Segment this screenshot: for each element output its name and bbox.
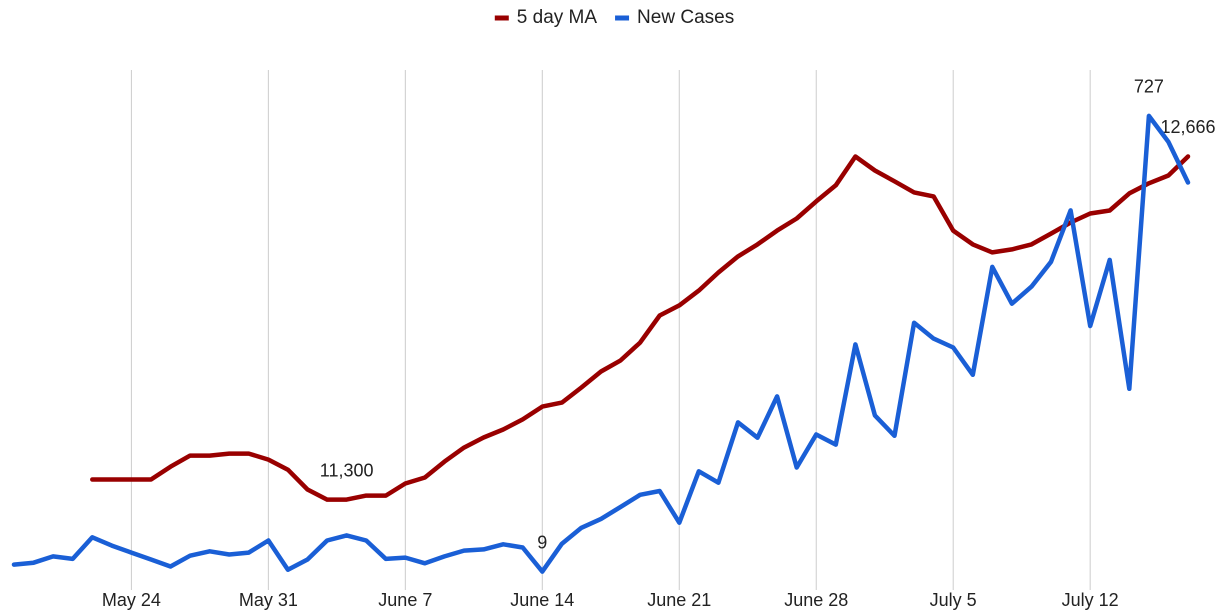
data-label: 727 [1134,77,1164,97]
series-line [90,154,1191,502]
x-tick-label: June 21 [647,590,711,610]
x-tick-label: June 7 [378,590,432,610]
legend-label: 5 day MA [517,7,598,28]
x-tick-label: June 28 [784,590,848,610]
series-line [11,113,1191,574]
data-label: 12,666 [1160,117,1215,137]
x-tick-label: May 24 [102,590,161,610]
legend: 5 day MA New Cases [494,7,734,28]
data-label: 9 [537,532,547,552]
x-tick-label: July 12 [1062,590,1119,610]
legend-label: New Cases [637,7,734,28]
x-tick-label: June 14 [510,590,574,610]
x-tick-label: July 5 [930,590,977,610]
data-label: 11,300 [320,460,374,480]
x-tick-label: May 31 [239,590,298,610]
